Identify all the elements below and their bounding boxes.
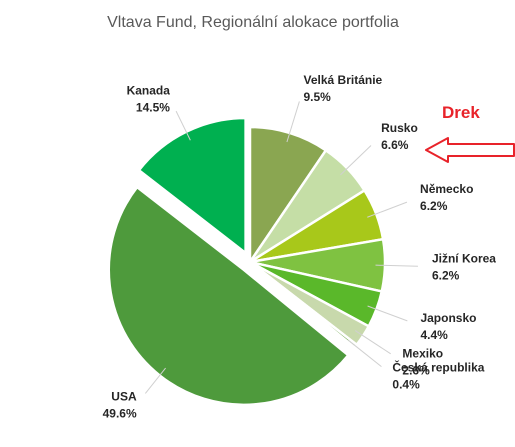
slice-label-value: 14.5%: [136, 101, 170, 115]
slice-label-value: 6.6%: [381, 138, 409, 152]
leader-line-jizni-korea: [375, 264, 418, 267]
slice-label-value: 4.4%: [420, 328, 448, 342]
pie-slices: [107, 116, 387, 407]
annotation-text: Drek: [442, 103, 480, 122]
slice-label-nemecko: Německo 6.2%: [420, 182, 473, 213]
leader-line-nemecko: [367, 201, 408, 218]
slice-label-name: USA: [111, 389, 137, 403]
leader-line-usa: [144, 367, 166, 394]
slice-label-kanada: Kanada 14.5%: [127, 84, 171, 115]
slice-label-name: Rusko: [381, 121, 418, 135]
slice-label-name: Jižní Korea: [432, 252, 496, 266]
leader-line-ceska-republika: [347, 339, 382, 368]
slice-label-rusko: Rusko 6.6%: [381, 121, 418, 152]
slice-label-name: Velká Británie: [304, 73, 383, 87]
leader-line-rusko: [340, 145, 372, 176]
slice-label-velka-britanie: Velká Británie 9.5%: [304, 73, 383, 104]
slice-label-value: 0.4%: [392, 377, 420, 391]
slice-label-mexiko: Mexiko 2.6%: [402, 346, 443, 377]
slice-label-usa: USA 49.6%: [103, 389, 137, 420]
leader-line-mexiko: [354, 330, 391, 355]
slice-label-value: 9.5%: [304, 90, 332, 104]
annotation-arrow: [425, 137, 515, 163]
slice-labels: Velká Británie 9.5%Rusko 6.6%Německo 6.2%Ji…: [103, 73, 497, 420]
slice-label-name: Mexiko: [402, 346, 443, 360]
slice-label-name: Kanada: [127, 84, 171, 98]
slice-label-jizni-korea: Jižní Korea 6.2%: [432, 252, 496, 283]
slice-label-value: 6.2%: [420, 199, 448, 213]
slice-label-name: Německo: [420, 182, 473, 196]
leader-line-velka-britanie: [286, 101, 300, 143]
slice-label-value: 6.2%: [432, 269, 460, 283]
annotation: Drek: [425, 103, 515, 163]
leader-lines: [144, 101, 418, 394]
leader-line-japonsko: [367, 305, 408, 322]
slice-label-japonsko: Japonsko 4.4%: [420, 311, 476, 342]
chart-title: Vltava Fund, Regionální alokace portfoli…: [107, 14, 399, 31]
slice-label-value: 2.6%: [402, 363, 430, 377]
slice-label-name: Česká republika: [392, 359, 484, 374]
leader-line-kanada: [175, 110, 191, 141]
slice-label-ceska-republika: Česká republika 0.4%: [392, 359, 484, 391]
slice-label-value: 49.6%: [103, 406, 137, 420]
slice-label-name: Japonsko: [420, 311, 476, 325]
